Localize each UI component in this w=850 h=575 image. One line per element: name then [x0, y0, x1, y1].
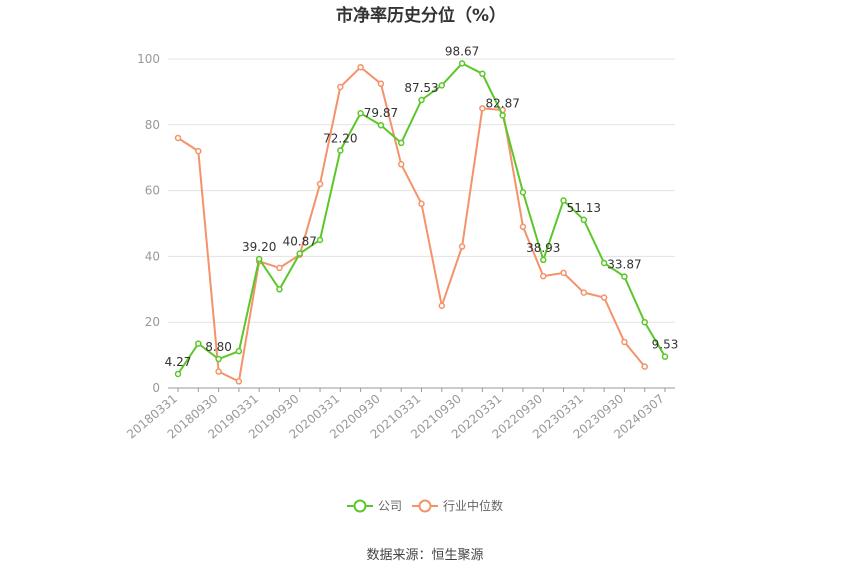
y-tick-label: 0 — [152, 381, 160, 395]
series-layer — [174, 60, 669, 385]
data-point[interactable] — [600, 259, 608, 267]
data-point[interactable] — [255, 255, 263, 263]
data-label: 98.67 — [445, 44, 479, 58]
y-tick-label: 60 — [145, 184, 160, 198]
data-point[interactable] — [296, 250, 303, 257]
y-tick-label: 100 — [137, 52, 160, 66]
data-point[interactable] — [377, 121, 385, 129]
data-label: 87.53 — [404, 81, 438, 95]
data-point[interactable] — [641, 363, 648, 370]
y-tick-label: 40 — [145, 249, 160, 263]
data-labels: 4.27 8.80 39.20 40.87 72.20 79.87 87.53 98.67 82… — [165, 44, 679, 369]
data-point[interactable] — [479, 70, 486, 78]
data-point[interactable] — [580, 289, 588, 296]
data-point[interactable] — [276, 286, 283, 293]
data-point[interactable] — [560, 197, 567, 204]
data-point[interactable] — [499, 112, 506, 119]
data-point[interactable] — [438, 82, 446, 89]
legend-item-company[interactable]: 公司 — [347, 499, 402, 513]
series-line — [177, 62, 666, 375]
series-0 — [174, 60, 669, 378]
x-axis: 2018033120180930201903312019093020200331… — [124, 387, 675, 442]
data-point[interactable] — [377, 80, 385, 87]
data-point[interactable] — [519, 223, 527, 231]
data-point[interactable] — [580, 216, 588, 224]
data-point[interactable] — [479, 105, 486, 112]
data-label: 51.13 — [567, 201, 601, 215]
data-point[interactable] — [560, 269, 567, 277]
data-label: 8.80 — [205, 340, 232, 354]
data-point[interactable] — [458, 60, 466, 67]
data-point[interactable] — [215, 368, 222, 375]
data-label: 33.87 — [607, 258, 641, 272]
source-note: 数据来源：恒生聚源 — [366, 548, 483, 563]
data-point[interactable] — [458, 243, 466, 250]
data-point[interactable] — [621, 338, 628, 346]
legend[interactable]: 公司 行业中位数 — [347, 498, 503, 513]
data-point[interactable] — [540, 256, 547, 264]
data-point[interactable] — [641, 318, 648, 326]
data-point[interactable] — [418, 96, 425, 104]
y-tick-label: 80 — [145, 118, 160, 132]
grid — [168, 58, 675, 323]
data-point[interactable] — [397, 161, 405, 168]
data-point[interactable] — [174, 370, 182, 378]
data-label: 72.20 — [323, 131, 357, 145]
y-tick-label: 20 — [145, 315, 160, 329]
data-point[interactable] — [337, 83, 344, 91]
data-point[interactable] — [621, 273, 628, 280]
data-point[interactable] — [519, 188, 527, 196]
data-label: 40.87 — [283, 235, 317, 249]
data-label: 4.27 — [165, 355, 192, 369]
data-point[interactable] — [195, 147, 202, 155]
data-point[interactable] — [540, 272, 547, 280]
data-label: 39.20 — [242, 240, 276, 254]
data-point[interactable] — [316, 236, 324, 244]
data-point[interactable] — [174, 134, 182, 142]
legend-marker-industry — [418, 499, 432, 513]
legend-marker-company — [353, 499, 367, 513]
data-point[interactable] — [357, 110, 364, 117]
data-point[interactable] — [438, 302, 446, 309]
legend-label-company: 公司 — [378, 499, 402, 513]
legend-item-industry[interactable]: 行业中位数 — [412, 498, 503, 513]
data-label: 79.87 — [364, 106, 398, 120]
data-point[interactable] — [316, 180, 324, 188]
data-point[interactable] — [235, 347, 243, 355]
y-axis: 0 20 40 60 80 100 — [137, 52, 160, 395]
chart-title: 市净率历史分位（%） — [336, 5, 506, 26]
data-point[interactable] — [357, 63, 364, 71]
data-point[interactable] — [661, 353, 669, 360]
series-1 — [174, 63, 648, 385]
data-point[interactable] — [337, 147, 344, 154]
data-point[interactable] — [276, 264, 283, 272]
data-point[interactable] — [397, 139, 405, 147]
data-label: 38.93 — [526, 241, 560, 255]
data-point[interactable] — [235, 378, 243, 385]
data-label: 9.53 — [652, 338, 679, 352]
series-line — [177, 65, 646, 383]
legend-label-industry: 行业中位数 — [443, 498, 503, 513]
data-point[interactable] — [215, 355, 222, 363]
data-point[interactable] — [418, 200, 425, 208]
data-point[interactable] — [600, 294, 608, 301]
data-label: 82.87 — [485, 96, 519, 110]
data-point[interactable] — [195, 340, 202, 347]
